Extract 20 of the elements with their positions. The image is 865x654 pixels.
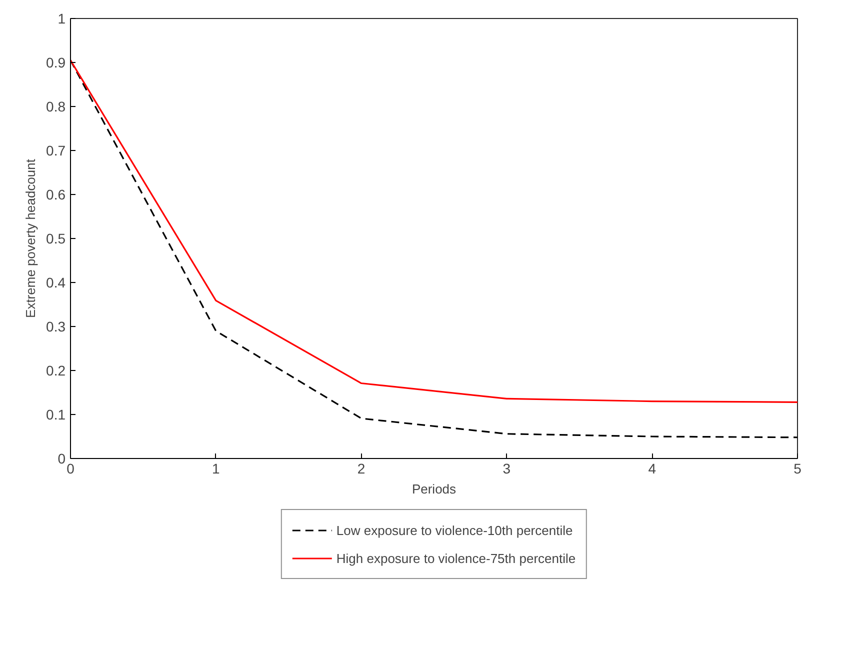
y-tick-label: 0.3 [46, 318, 66, 334]
legend-label: High exposure to violence-75th percentile [336, 550, 576, 566]
y-tick-label: 0.7 [46, 142, 66, 158]
y-tick-label: 0.5 [46, 230, 66, 246]
y-tick-label: 0.8 [46, 98, 66, 114]
y-tick-label: 0 [58, 450, 66, 466]
y-tick-label: 0.9 [46, 54, 66, 70]
x-tick-label: 5 [794, 460, 802, 476]
y-tick-label: 0.1 [46, 406, 66, 422]
x-tick-label: 3 [502, 460, 511, 476]
y-tick-label: 0.4 [46, 274, 66, 290]
y-axis-title: Extreme poverty headcount [23, 158, 38, 318]
x-tick-label: 4 [648, 460, 656, 476]
y-tick-label: 1 [58, 10, 66, 26]
x-axis-title: Periods [412, 482, 457, 496]
y-tick-label: 0.2 [46, 362, 66, 378]
legend-label: Low exposure to violence-10th percentile [336, 522, 573, 538]
y-tick-label: 0.6 [46, 186, 66, 202]
x-tick-label: 1 [212, 460, 220, 476]
x-tick-label: 2 [357, 460, 366, 476]
